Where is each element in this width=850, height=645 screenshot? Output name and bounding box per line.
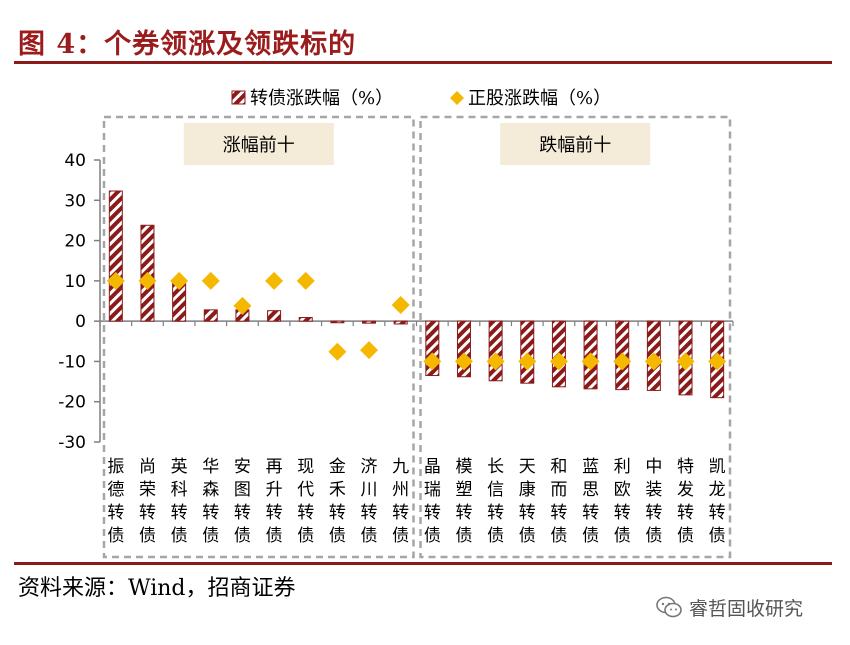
marker-金禾转债 (328, 342, 347, 361)
category-label: 九州转债 (392, 457, 409, 546)
marker-凯龙转债 (708, 352, 727, 371)
category-label: 长信转债 (487, 457, 504, 546)
group-label-bg-2 (500, 123, 651, 165)
bar-金禾转债 (330, 320, 345, 324)
marker-晶瑞转债 (423, 352, 442, 371)
marker-尚荣转债 (138, 271, 157, 290)
y-tick-label: -10 (58, 352, 86, 372)
watermark: 睿哲固收研究 (655, 592, 803, 622)
marker-振德转债 (106, 271, 125, 290)
category-label: 晶瑞转债 (424, 457, 441, 546)
marker-安图转债 (233, 296, 252, 315)
source-rule (14, 562, 832, 565)
group-label-2: 跌幅前十 (539, 135, 611, 156)
category-label: 安图转债 (234, 457, 251, 546)
marker-九州转债 (391, 296, 410, 315)
category-label: 模塑转债 (455, 457, 472, 546)
category-label: 华森转债 (202, 457, 219, 546)
bar-天康转债 (520, 320, 535, 384)
y-tick-label: 40 (64, 151, 86, 171)
marker-中装转债 (644, 352, 663, 371)
y-tick-label: -20 (58, 393, 86, 413)
category-label: 和而转债 (550, 457, 567, 546)
bar-华森转债 (203, 309, 218, 322)
marker-模塑转债 (454, 352, 473, 371)
marker-和而转债 (549, 352, 568, 371)
legend-bar-swatch (231, 90, 246, 105)
figure-title: 图 4：个券领涨及领跌标的 (18, 29, 357, 60)
watermark-text: 睿哲固收研究 (689, 597, 804, 620)
bond-change-chart: 涨幅前十 跌幅前十 40 30 20 10 0 -10 -20 -30 振德转债尚荣转债英科转债… (58, 88, 734, 559)
y-tick-label: 30 (64, 191, 86, 211)
marker-华森转债 (201, 271, 220, 290)
source-note: 资料来源：Wind，招商证券 (18, 576, 296, 601)
legend-marker-swatch (450, 91, 464, 105)
bar-长信转债 (488, 320, 503, 382)
y-tick-label: -30 (58, 433, 86, 453)
category-label: 再升转债 (266, 457, 283, 546)
marker-济川转债 (360, 341, 379, 360)
category-label: 凯龙转债 (709, 457, 726, 546)
y-tick-label: 10 (64, 272, 86, 292)
marker-长信转债 (486, 352, 505, 371)
marker-再升转债 (265, 271, 284, 290)
y-tick-label: 20 (64, 232, 86, 252)
wechat-icon (656, 596, 682, 618)
category-label: 中装转债 (645, 457, 662, 546)
category-label: 蓝思转债 (582, 457, 599, 546)
group-box-1 (102, 115, 415, 559)
category-label: 英科转债 (171, 457, 188, 546)
group-label-bg-1 (183, 123, 334, 165)
bar-现代转债 (298, 317, 313, 322)
category-label: 金禾转债 (329, 457, 346, 546)
category-label: 现代转债 (297, 457, 314, 546)
marker-蓝思转债 (581, 352, 600, 371)
category-label: 尚荣转债 (139, 457, 156, 546)
bar-振德转债 (108, 190, 123, 322)
category-label: 利欧转债 (614, 457, 631, 546)
group-label-1: 涨幅前十 (223, 135, 295, 156)
legend-marker-label: 正股涨跌幅（%） (468, 88, 611, 109)
category-label: 济川转债 (361, 457, 378, 546)
marker-现代转债 (296, 271, 315, 290)
marker-天康转债 (518, 352, 537, 371)
marker-利欧转债 (613, 352, 632, 371)
bar-济川转债 (362, 320, 377, 324)
title-rule (14, 61, 832, 64)
marker-特发转债 (676, 352, 695, 371)
bar-再升转债 (267, 310, 282, 322)
category-label: 天康转债 (519, 457, 536, 546)
bar-九州转债 (393, 320, 408, 325)
marker-英科转债 (170, 271, 189, 290)
category-label: 特发转债 (677, 457, 694, 546)
category-label: 振德转债 (107, 457, 124, 546)
y-tick-label: 0 (75, 312, 86, 332)
group-box-2 (419, 115, 732, 559)
legend-bar-label: 转债涨跌幅（%） (250, 88, 393, 109)
